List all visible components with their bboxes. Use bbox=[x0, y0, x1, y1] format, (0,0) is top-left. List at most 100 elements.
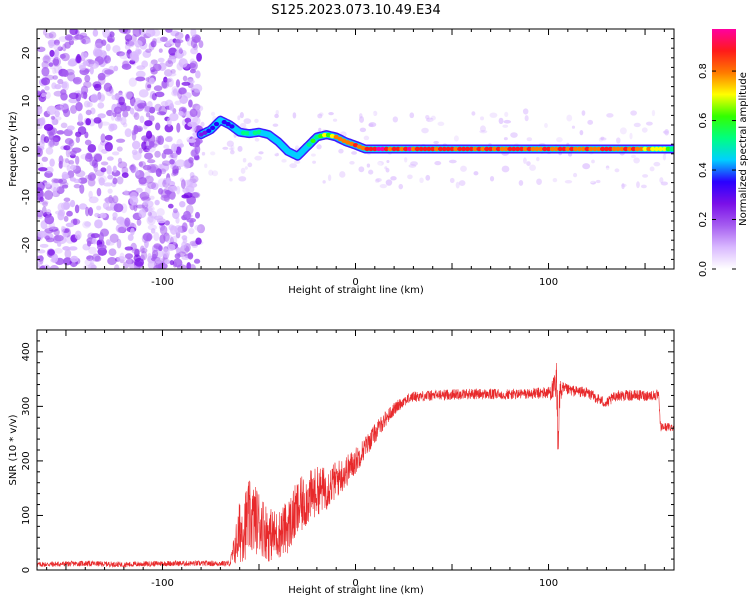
noise-blob bbox=[526, 161, 531, 166]
noise-blob bbox=[188, 227, 195, 235]
noise-blob bbox=[107, 188, 113, 194]
noise-blob bbox=[339, 171, 346, 178]
noise-blob bbox=[120, 104, 128, 112]
noise-blob bbox=[363, 135, 370, 141]
colorbar-gradient bbox=[712, 29, 736, 269]
ridge-cell bbox=[542, 146, 548, 152]
noise-blob bbox=[126, 256, 132, 267]
noise-blob bbox=[116, 238, 122, 249]
noise-blob bbox=[144, 239, 149, 249]
ridge-cell bbox=[603, 146, 610, 152]
noise-blob bbox=[157, 57, 165, 63]
noise-blob bbox=[74, 230, 82, 240]
noise-blob bbox=[239, 112, 244, 119]
noise-blob bbox=[115, 138, 126, 143]
noise-blob bbox=[312, 160, 317, 164]
noise-blob bbox=[211, 170, 219, 177]
noise-blob bbox=[194, 138, 203, 145]
noise-blob bbox=[188, 99, 193, 108]
ridge-cell bbox=[322, 132, 328, 138]
ridge-cell bbox=[279, 143, 285, 148]
noise-blob bbox=[164, 259, 171, 265]
noise-blob bbox=[145, 130, 153, 140]
noise-blob bbox=[129, 195, 139, 206]
noise-blob bbox=[44, 85, 50, 91]
noise-blob bbox=[484, 133, 490, 141]
noise-blob bbox=[37, 46, 46, 53]
noise-blob bbox=[608, 155, 613, 163]
ridge-cell bbox=[623, 146, 629, 152]
noise-blob bbox=[72, 218, 78, 226]
noise-blob bbox=[226, 140, 234, 147]
noise-blob bbox=[53, 39, 60, 46]
noise-blob bbox=[69, 199, 76, 208]
ridge-cell bbox=[584, 146, 590, 152]
noise-blob bbox=[165, 135, 173, 143]
noise-blob bbox=[522, 108, 529, 115]
noise-blob bbox=[103, 82, 113, 92]
noise-blob bbox=[186, 179, 194, 188]
noise-blob bbox=[168, 185, 178, 192]
noise-blob bbox=[368, 122, 377, 128]
noise-blob bbox=[332, 168, 337, 176]
colorbar-label: Normalized spectral amplitude bbox=[738, 72, 749, 226]
ridge-cell bbox=[225, 121, 231, 127]
noise-blob bbox=[149, 195, 155, 200]
noise-blob bbox=[104, 134, 113, 141]
noise-blob bbox=[194, 224, 202, 231]
noise-blob bbox=[187, 121, 196, 127]
noise-blob bbox=[385, 168, 390, 173]
noise-blob bbox=[92, 236, 97, 245]
noise-blob bbox=[603, 167, 612, 175]
noise-blob bbox=[77, 113, 83, 123]
noise-blob bbox=[129, 107, 135, 115]
ridge-cell bbox=[665, 146, 671, 152]
noise-blob bbox=[372, 110, 378, 117]
noise-blob bbox=[119, 252, 125, 261]
noise-blob bbox=[97, 102, 105, 109]
ridge-cell bbox=[217, 118, 223, 123]
noise-blob bbox=[179, 143, 185, 148]
noise-blob bbox=[66, 143, 73, 151]
noise-blob bbox=[42, 29, 48, 36]
noise-blob bbox=[69, 29, 78, 36]
y-tick-label: 10 bbox=[21, 95, 32, 108]
noise-blob bbox=[595, 179, 601, 184]
ridge-cell bbox=[356, 144, 362, 149]
noise-blob bbox=[84, 258, 93, 266]
noise-blob bbox=[88, 172, 96, 181]
noise-blob bbox=[142, 232, 153, 242]
noise-blob bbox=[178, 87, 187, 95]
noise-blob bbox=[62, 246, 70, 251]
noise-blob bbox=[600, 136, 605, 140]
noise-blob bbox=[398, 183, 404, 190]
noise-blob bbox=[544, 122, 548, 129]
noise-blob bbox=[92, 29, 99, 37]
noise-blob bbox=[181, 255, 190, 261]
noise-blob bbox=[124, 189, 129, 196]
x-tick-label: 0 bbox=[352, 277, 358, 288]
noise-blob bbox=[141, 233, 149, 243]
ridge-cell bbox=[364, 146, 370, 152]
noise-blob bbox=[268, 178, 274, 184]
noise-blob bbox=[63, 128, 73, 137]
noise-blob bbox=[54, 234, 64, 242]
noise-blob bbox=[274, 113, 279, 119]
ridge-cell bbox=[654, 146, 660, 152]
noise-blob bbox=[56, 130, 65, 135]
noise-blob bbox=[177, 90, 183, 100]
noise-blob bbox=[154, 150, 161, 158]
ridge-cell bbox=[638, 146, 644, 152]
noise-blob bbox=[181, 194, 189, 199]
noise-blob bbox=[176, 166, 182, 171]
noise-blob bbox=[536, 155, 544, 160]
noise-blob bbox=[68, 139, 75, 147]
noise-blob bbox=[210, 111, 216, 116]
noise-blob bbox=[170, 68, 176, 74]
noise-blob bbox=[196, 224, 206, 234]
noise-blob bbox=[62, 231, 68, 238]
ridge-cell bbox=[426, 146, 432, 152]
ridge-cell bbox=[534, 146, 540, 152]
noise-blob bbox=[163, 78, 172, 83]
noise-blob bbox=[61, 184, 69, 189]
